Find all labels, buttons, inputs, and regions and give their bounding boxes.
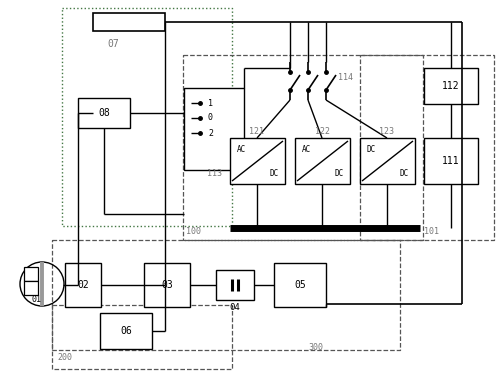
Bar xyxy=(230,138,285,184)
Bar xyxy=(216,270,254,300)
Bar xyxy=(52,240,400,350)
Bar xyxy=(100,313,152,349)
Bar xyxy=(24,267,38,281)
Bar xyxy=(144,263,190,307)
Text: 122: 122 xyxy=(314,126,330,135)
Text: 123: 123 xyxy=(380,126,395,135)
Text: 113: 113 xyxy=(208,170,222,179)
Text: AC: AC xyxy=(236,144,245,153)
Text: 05: 05 xyxy=(294,280,306,290)
Bar xyxy=(274,263,326,307)
Bar xyxy=(424,138,478,184)
Text: AC: AC xyxy=(301,144,310,153)
Text: 300: 300 xyxy=(308,344,323,353)
Bar xyxy=(93,13,165,31)
Bar xyxy=(360,138,415,184)
Text: 04: 04 xyxy=(230,303,240,311)
Bar xyxy=(360,55,494,240)
Text: 03: 03 xyxy=(161,280,173,290)
Text: 06: 06 xyxy=(120,326,132,336)
Text: 2: 2 xyxy=(208,129,213,138)
Bar xyxy=(24,281,38,295)
Bar xyxy=(65,263,101,307)
Bar xyxy=(52,305,232,369)
Bar xyxy=(184,88,244,170)
Bar xyxy=(78,98,130,128)
Text: 114: 114 xyxy=(338,73,353,82)
Text: 100: 100 xyxy=(186,227,201,237)
Text: DC: DC xyxy=(269,168,279,177)
Text: 112: 112 xyxy=(442,81,460,91)
Text: 1: 1 xyxy=(208,99,213,108)
Text: 02: 02 xyxy=(77,280,89,290)
Text: 08: 08 xyxy=(98,108,110,118)
Text: 07: 07 xyxy=(107,39,119,49)
Text: 101: 101 xyxy=(424,227,439,237)
Text: 0: 0 xyxy=(208,114,213,123)
Bar xyxy=(295,138,350,184)
Text: DC: DC xyxy=(334,168,344,177)
Bar xyxy=(183,55,423,240)
Text: DC: DC xyxy=(366,144,375,153)
Text: 121: 121 xyxy=(249,126,265,135)
Text: 200: 200 xyxy=(57,353,72,362)
Text: 01: 01 xyxy=(32,296,42,305)
Bar xyxy=(424,68,478,104)
Text: DC: DC xyxy=(399,168,409,177)
Text: 111: 111 xyxy=(442,156,460,166)
Bar xyxy=(62,8,232,226)
